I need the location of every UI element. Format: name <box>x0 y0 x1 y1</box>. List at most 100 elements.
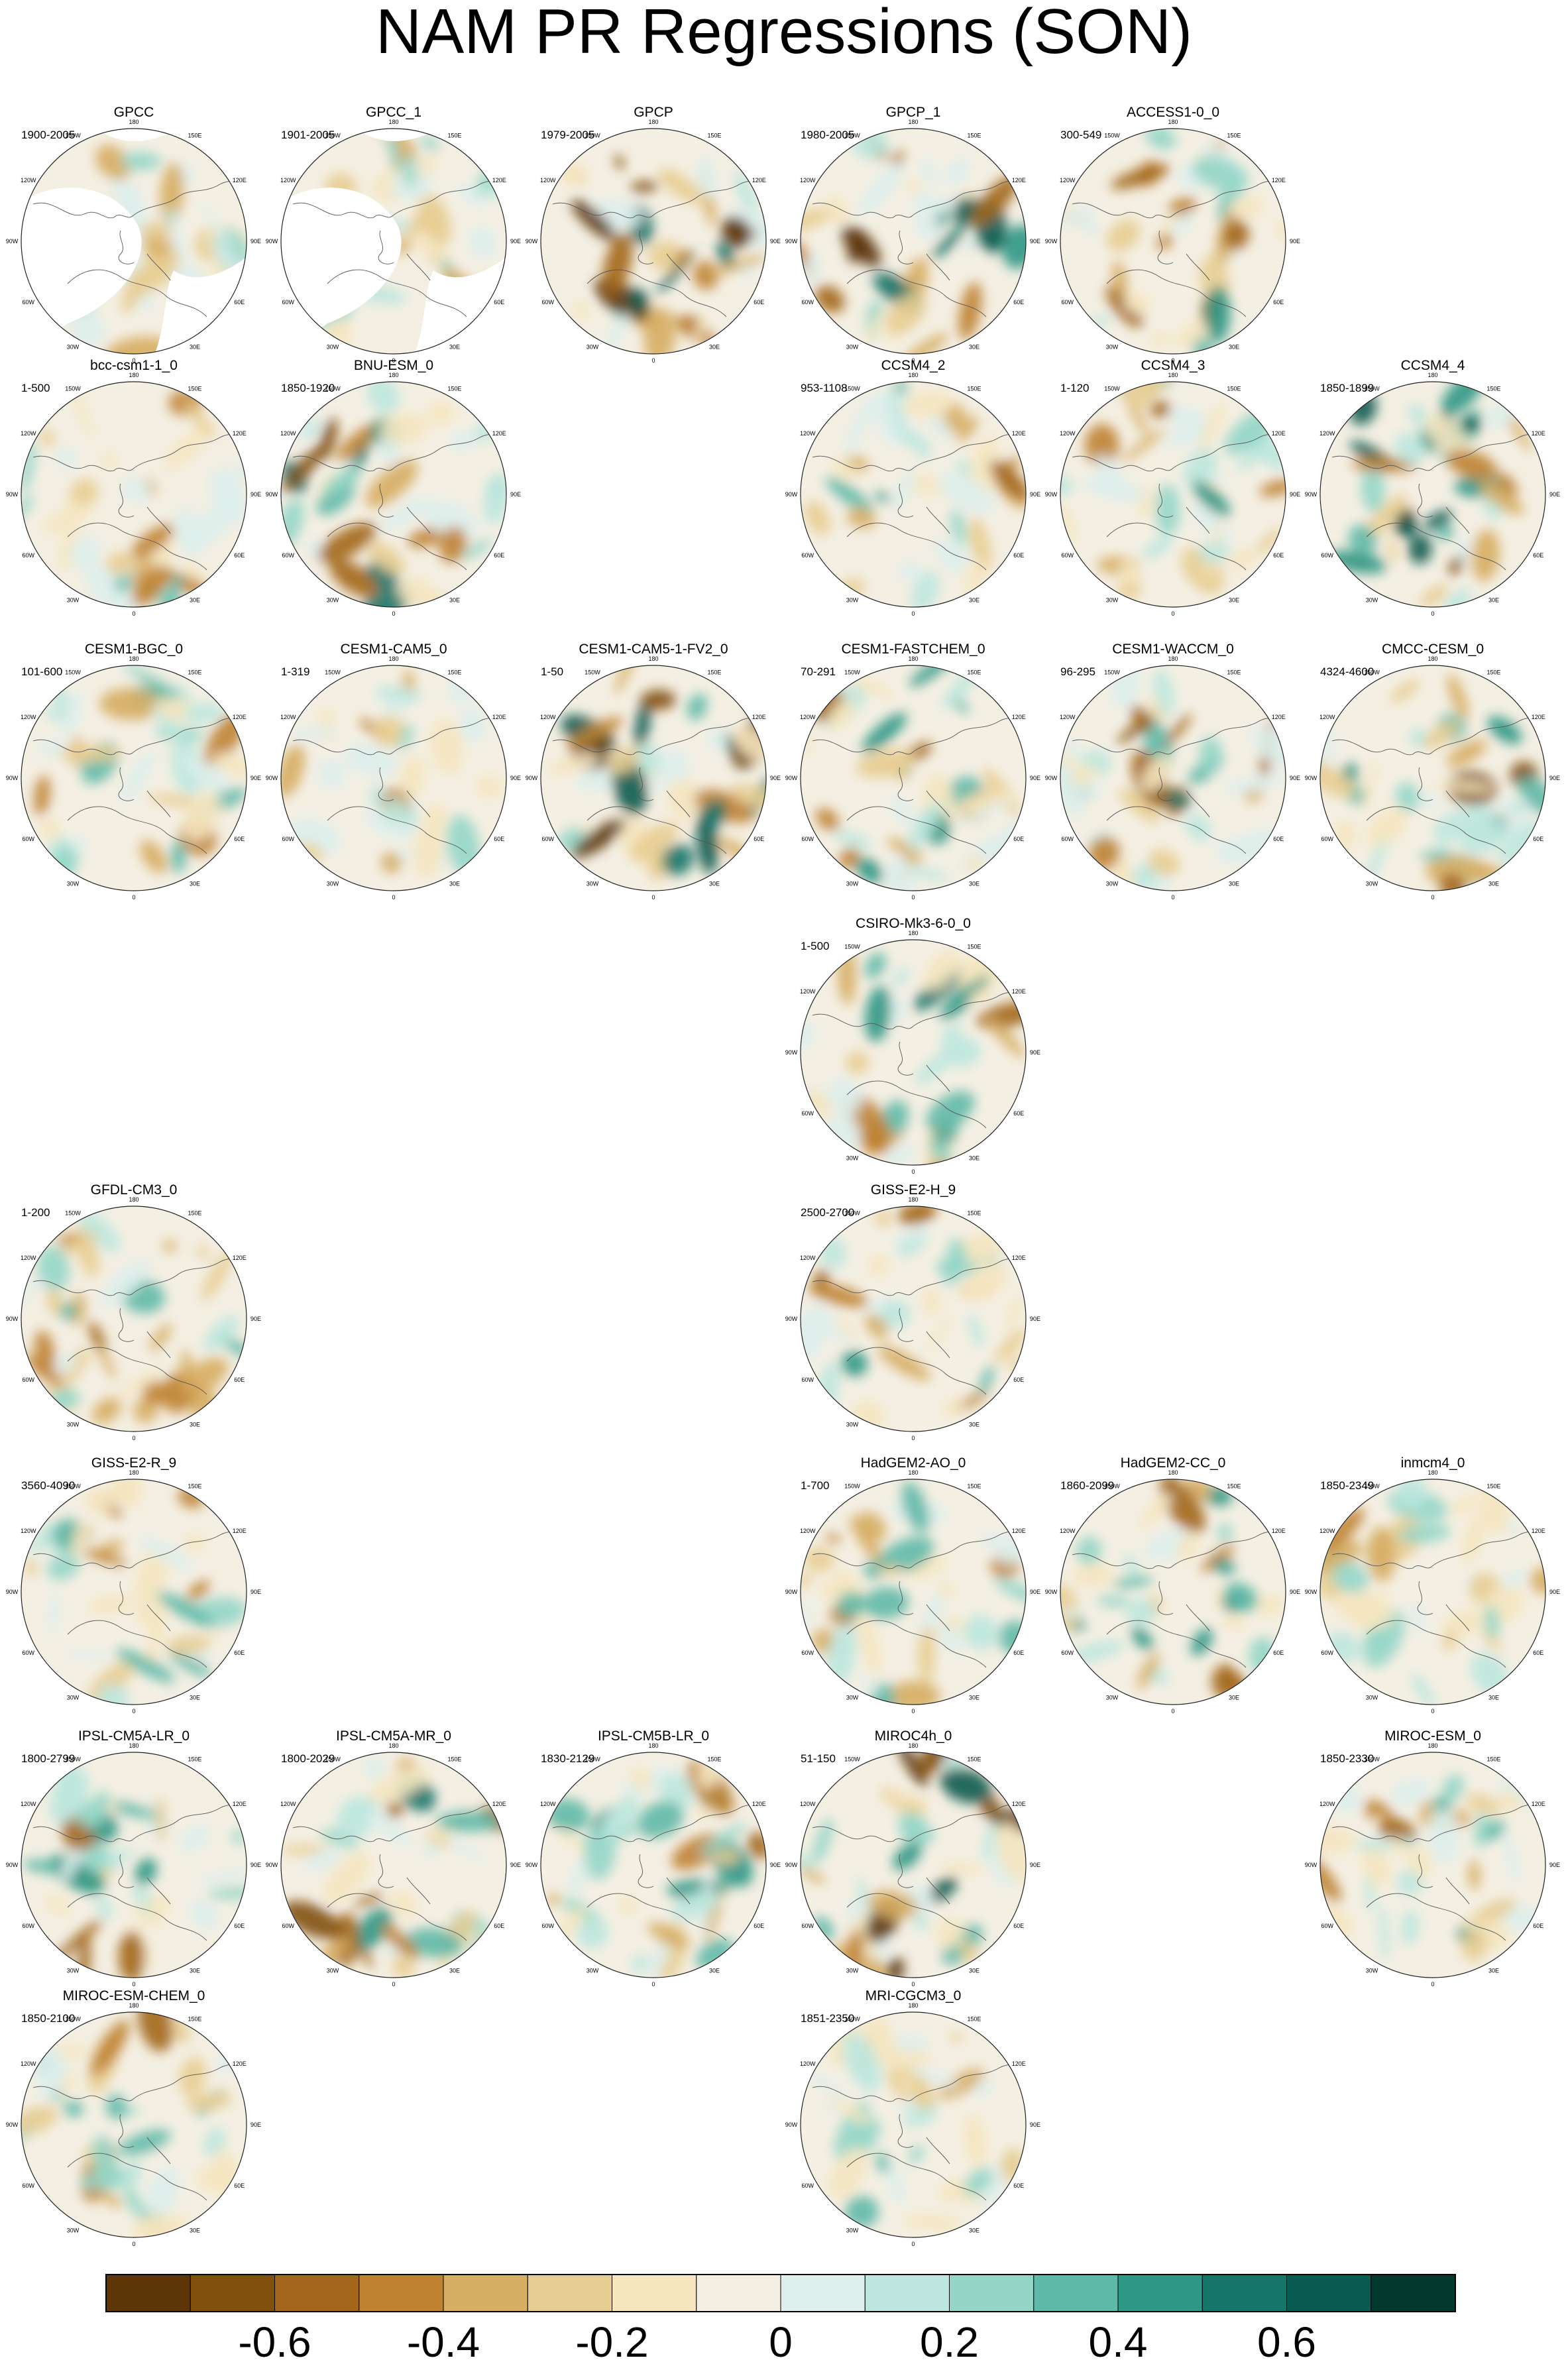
longitude-label: 30E <box>969 343 980 350</box>
panel-title: BNU-ESM_0 <box>353 358 434 373</box>
longitude-label: 150E <box>1227 386 1241 392</box>
longitude-label: 180 <box>1428 1742 1437 1749</box>
longitude-label: 150W <box>65 1756 81 1763</box>
longitude-label: 60W <box>801 1650 814 1656</box>
longitude-label: 60W <box>22 2182 34 2189</box>
longitude-label: 120E <box>1012 1801 1026 1807</box>
longitude-label: 120W <box>800 430 816 437</box>
longitude-label: 30E <box>190 1694 200 1701</box>
panel-title: IPSL-CM5A-MR_0 <box>336 1728 451 1744</box>
longitude-label: 60W <box>541 299 554 306</box>
polar-map: 180 150E 120E 90E 60E 30E 0 30W 60W 90W 120W 150W <box>6 119 261 364</box>
longitude-label: 150W <box>844 944 860 950</box>
longitude-label: 60W <box>801 552 814 559</box>
longitude-label: 30E <box>449 880 460 887</box>
longitude-label: 0 <box>132 1708 135 1715</box>
longitude-label: 0 <box>911 2241 915 2247</box>
longitude-label: 120W <box>280 1801 296 1807</box>
panel-years: 1850-2330 <box>1320 1752 1374 1765</box>
colorbar-swatch <box>1117 2274 1203 2312</box>
panel-title: GPCP <box>634 105 673 120</box>
longitude-label: 150W <box>1364 386 1380 392</box>
longitude-label: 60E <box>754 299 764 306</box>
longitude-label: 60E <box>234 836 245 842</box>
panel-years: 953-1108 <box>801 382 848 394</box>
longitude-label: 150E <box>1486 1483 1500 1490</box>
longitude-label: 90E <box>1549 491 1560 498</box>
longitude-label: 120W <box>1060 714 1076 720</box>
longitude-label: 60W <box>22 1650 34 1656</box>
longitude-label: 90W <box>785 1049 798 1056</box>
longitude-label: 60E <box>494 836 504 842</box>
map-panel: GPCC_1 1901-2005 180 150E 120E 90E 60E 30E 0 30W 6… <box>266 105 521 364</box>
polar-map: 180 150E 120E 90E 60E 30E 0 30W 60W 90W 120W 150W <box>6 1469 261 1715</box>
longitude-label: 60W <box>282 552 294 559</box>
map-panel: CCSM4_3 1-120 180 150E 120E 90E 60E 30E 0 30W 60W 9… <box>1045 358 1300 617</box>
longitude-label: 90W <box>785 1862 798 1868</box>
longitude-label: 0 <box>132 1981 135 1988</box>
longitude-label: 90E <box>510 775 521 781</box>
longitude-label: 150W <box>844 133 860 139</box>
longitude-label: 90W <box>266 491 278 498</box>
longitude-label: 150E <box>1486 669 1500 676</box>
longitude-label: 0 <box>132 610 135 617</box>
panel-years: 1830-2129 <box>541 1752 595 1765</box>
polar-map: 180 150E 120E 90E 60E 30E 0 30W 60W 90W 120W 150W <box>1045 372 1300 617</box>
longitude-label: 90W <box>6 1589 19 1595</box>
colorbar-tick-label: 0.6 <box>1257 2318 1316 2364</box>
panel-title: HadGEM2-AO_0 <box>860 1455 966 1471</box>
polar-map: 180 150E 120E 90E 60E 30E 0 30W 60W 90W 120W 150W <box>1305 372 1560 617</box>
longitude-label: 120W <box>800 1255 816 1261</box>
longitude-label: 30W <box>846 1154 859 1161</box>
longitude-label: 180 <box>908 930 918 936</box>
longitude-label: 150W <box>844 1210 860 1217</box>
polar-map: 180 150E 120E 90E 60E 30E 0 30W 60W 90W 120W 150W <box>1305 655 1560 901</box>
longitude-label: 0 <box>911 1435 915 1441</box>
longitude-label: 90W <box>1305 1589 1317 1595</box>
longitude-label: 60E <box>754 1923 764 1929</box>
longitude-label: 120W <box>1319 1801 1335 1807</box>
longitude-label: 120E <box>1012 988 1026 995</box>
longitude-label: 0 <box>392 610 395 617</box>
polar-map: 180 150E 120E 90E 60E 30E 0 30W 60W 90W 120W 150W <box>785 2002 1040 2247</box>
longitude-label: 90E <box>1549 1589 1560 1595</box>
panel-title: MIROC-ESM_0 <box>1384 1728 1481 1744</box>
longitude-label: 120E <box>233 2060 247 2067</box>
polar-map: 180 150E 120E 90E 60E 30E 0 30W 60W 90W 120W 150W <box>6 1196 261 1441</box>
colorbar-tick-label: -0.2 <box>575 2318 648 2364</box>
longitude-label: 90W <box>6 2121 19 2128</box>
colorbar-swatch <box>1371 2274 1456 2312</box>
longitude-label: 30W <box>67 2227 80 2233</box>
longitude-label: 90W <box>1045 238 1058 245</box>
longitude-label: 120E <box>1272 714 1286 720</box>
colorbar-swatch <box>274 2274 360 2312</box>
longitude-label: 90W <box>1045 1589 1058 1595</box>
longitude-label: 120W <box>1319 714 1335 720</box>
longitude-label: 60W <box>801 299 814 306</box>
longitude-label: 150W <box>65 1210 81 1217</box>
longitude-label: 60W <box>282 836 294 842</box>
longitude-label: 150E <box>967 669 981 676</box>
longitude-label: 30W <box>327 596 339 603</box>
longitude-label: 120W <box>800 177 816 184</box>
map-panel: GPCC 1900-2005 180 150E 120E 90E 60E 30E 0 30W 60W… <box>6 105 261 364</box>
longitude-label: 0 <box>911 894 915 901</box>
polar-map: 180 150E 120E 90E 60E 30E 0 30W 60W 90W 120W 150W <box>785 1742 1040 1988</box>
longitude-label: 60E <box>234 552 245 559</box>
map-panel: CCSM4_4 1850-1899 180 150E 120E 90E 60E 30E 0 30W… <box>1305 358 1560 617</box>
longitude-label: 30W <box>1106 343 1119 350</box>
longitude-label: 90E <box>1030 1316 1040 1322</box>
longitude-label: 150W <box>65 669 81 676</box>
polar-map: 180 150E 120E 90E 60E 30E 0 30W 60W 90W 120W 150W <box>785 1469 1040 1715</box>
longitude-label: 60E <box>1533 1923 1543 1929</box>
map-panel: GPCP 1979-2005 180 150E 120E 90E 60E 30E 0 30W 60W… <box>526 105 781 364</box>
longitude-label: 60E <box>234 1377 245 1383</box>
panel-years: 1850-2349 <box>1320 1479 1374 1492</box>
longitude-label: 150W <box>65 2016 81 2023</box>
longitude-label: 150E <box>188 1210 201 1217</box>
longitude-label: 90E <box>1549 775 1560 781</box>
longitude-label: 120W <box>1319 1528 1335 1534</box>
longitude-label: 150E <box>1486 1756 1500 1763</box>
longitude-label: 90W <box>785 775 798 781</box>
map-panel: CESM1-CAM5_0 1-319 180 150E 120E 90E 60E 30E 0 30… <box>266 642 521 901</box>
